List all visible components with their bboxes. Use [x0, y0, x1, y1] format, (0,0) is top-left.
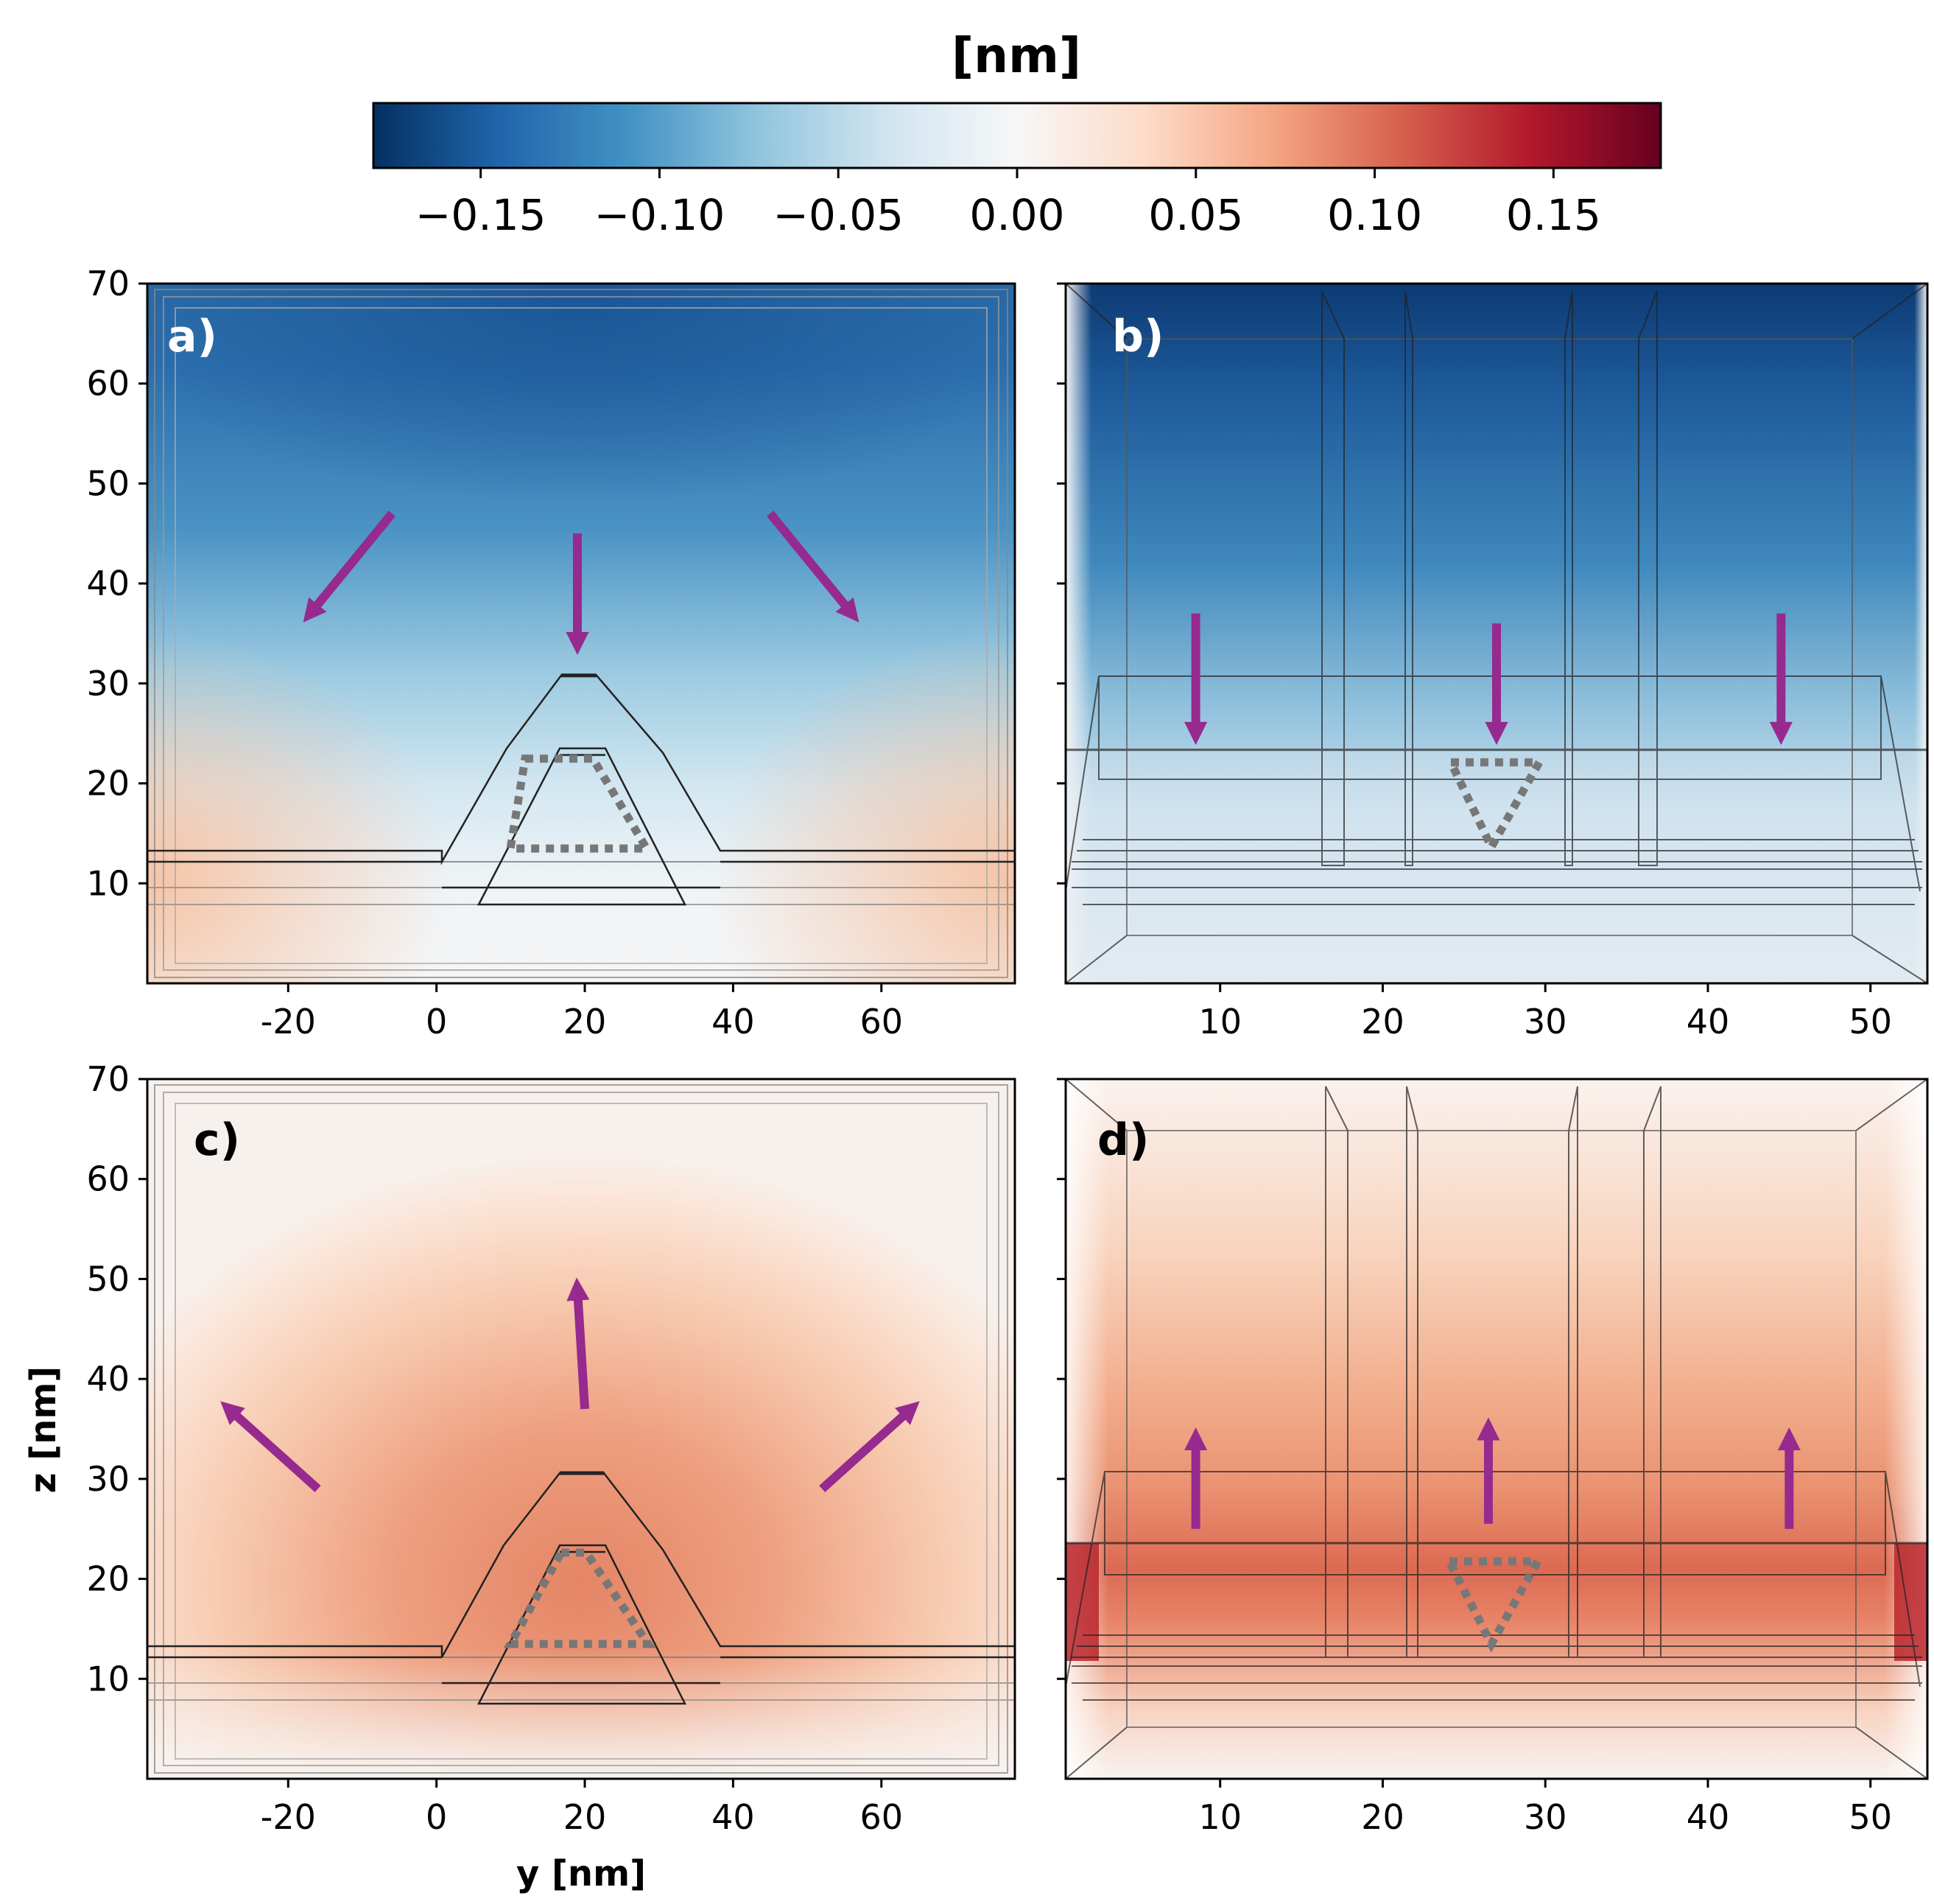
x-tick-label: 40	[1687, 1002, 1730, 1041]
panel-a: a)	[146, 282, 1016, 985]
x-tick-label: -20	[261, 1002, 316, 1041]
z-tick-label: 10	[86, 1659, 130, 1699]
z-tick-label: 60	[86, 364, 130, 404]
colorbar-tick-label: 0.10	[1327, 190, 1422, 240]
x-tick-label: 50	[1849, 1002, 1892, 1041]
z-tick-label: 20	[86, 1559, 130, 1599]
x-tick-label: 20	[563, 1797, 607, 1837]
z-tick-label: 50	[86, 463, 130, 503]
z-tick-label: 30	[86, 664, 130, 703]
colorbar-tick-label: −0.10	[594, 190, 725, 240]
colorbar-tick-label: 0.05	[1148, 190, 1243, 240]
z-tick-label: 30	[86, 1459, 130, 1499]
z-tick-label: 40	[86, 563, 130, 603]
panel-c-structure	[147, 1471, 1015, 1705]
z-tick-label: 60	[86, 1159, 130, 1199]
panel-a-label: a)	[167, 311, 217, 362]
z-tick-label: 20	[86, 764, 130, 804]
x-tick-label: 40	[1687, 1797, 1730, 1837]
colorbar-ticks: −0.15 −0.10 −0.05 0.00 0.05 0.10 0.15	[415, 168, 1601, 240]
panel-d-label: d)	[1097, 1114, 1149, 1166]
panel-d-geometry	[1065, 1078, 1928, 1780]
colorbar-tick-label: −0.15	[415, 190, 546, 240]
panel-a-structure	[147, 673, 1015, 906]
panel-c-geometry	[147, 1084, 1015, 1774]
z-tick-label: 70	[86, 1059, 130, 1099]
x-tick-label: 20	[1361, 1797, 1404, 1837]
panel-c: c)	[146, 1078, 1016, 1780]
x-tick-label: -20	[261, 1797, 316, 1837]
displacement-arrow	[819, 1401, 920, 1492]
x-tick-label: 20	[1361, 1002, 1404, 1041]
x-tick-label: 60	[859, 1797, 903, 1837]
x-tick-label: 40	[711, 1797, 755, 1837]
panel-d: d)	[1064, 1078, 1929, 1780]
x-tick-label: 50	[1849, 1797, 1892, 1837]
panel-b-geometry	[1065, 283, 1928, 984]
x-tick-label: 40	[711, 1002, 755, 1041]
panel-b: b)	[1064, 282, 1929, 985]
z-tick-label: 10	[86, 863, 130, 903]
z-tick-label: 50	[86, 1259, 130, 1299]
displacement-arrow	[767, 510, 859, 622]
x-tick-label: 30	[1524, 1797, 1567, 1837]
z-tick-label: 70	[86, 264, 130, 303]
x-axis-title: y [nm]	[516, 1853, 646, 1894]
panel-a-dotted-trapezoid	[505, 754, 654, 853]
colorbar-tick-label: −0.05	[773, 190, 904, 240]
x-tick-label: 0	[426, 1797, 447, 1837]
x-tick-label: 0	[426, 1002, 447, 1041]
x-tick-label: 30	[1524, 1002, 1567, 1041]
colorbar-title: [nm]	[952, 27, 1081, 84]
z-tick-label: 40	[86, 1359, 130, 1399]
x-tick-label: 20	[563, 1002, 607, 1041]
displacement-arrow	[566, 1277, 590, 1410]
panel-b-label: b)	[1112, 311, 1164, 362]
panel-b-dotted-triangle	[1444, 758, 1547, 856]
colorbar-tick-label: 0.00	[969, 190, 1064, 240]
y-axis-title: z [nm]	[23, 1366, 64, 1494]
x-tick-label: 60	[859, 1002, 903, 1041]
x-tick-label: 10	[1198, 1002, 1242, 1041]
displacement-arrow	[303, 510, 395, 622]
panel-c-label: c)	[194, 1114, 240, 1166]
panel-d-dotted-triangle	[1443, 1557, 1545, 1653]
panel-c-dotted-trapezoid	[503, 1548, 656, 1648]
colorbar-tick-label: 0.15	[1506, 190, 1601, 240]
displacement-arrow	[220, 1401, 321, 1492]
colorbar	[372, 102, 1662, 169]
x-tick-label: 10	[1198, 1797, 1242, 1837]
axes: -20 0 20 40 60 10 20 30 40 50 60 70 10 20 30 40 50 -20 0 20…	[86, 264, 1892, 1837]
